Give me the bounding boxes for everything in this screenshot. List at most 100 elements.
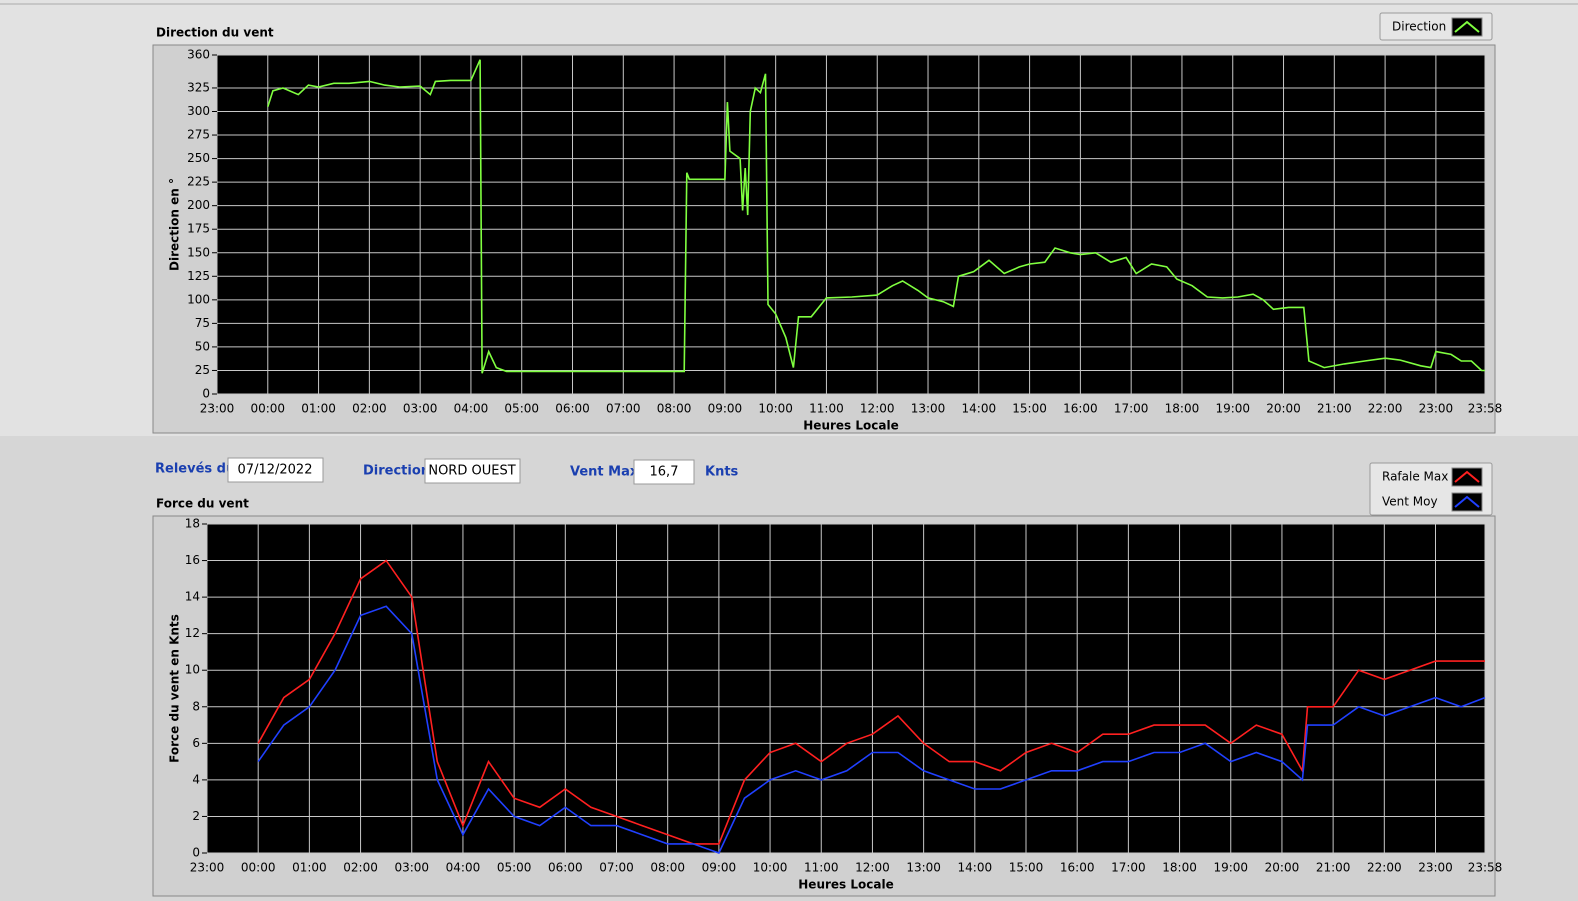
x-tick-label: 18:00 — [1162, 861, 1197, 875]
legend-label: Rafale Max — [1382, 470, 1448, 484]
x-tick-label: 09:00 — [702, 861, 737, 875]
x-tick-label: 12:00 — [855, 861, 890, 875]
x-tick-label: 10:00 — [753, 861, 788, 875]
x-tick-label: 23:58 — [1468, 861, 1503, 875]
x-tick-label: 00:00 — [250, 402, 285, 416]
x-tick-label: 20:00 — [1265, 861, 1300, 875]
plot-area — [217, 55, 1485, 394]
x-tick-label: 21:00 — [1317, 402, 1352, 416]
y-tick-label: 14 — [185, 590, 200, 604]
data-line — [267, 59, 1485, 374]
x-tick-label: 21:00 — [1316, 861, 1351, 875]
x-tick-label: 12:00 — [860, 402, 895, 416]
x-tick-label: 09:00 — [708, 402, 743, 416]
x-tick-label: 00:00 — [241, 861, 276, 875]
y-tick-label: 12 — [185, 626, 200, 640]
y-tick-label: 325 — [187, 80, 210, 94]
x-tick-label: 19:00 — [1213, 861, 1248, 875]
x-tick-label: 23:00 — [1418, 861, 1453, 875]
date-label: Relevés du — [155, 462, 235, 477]
y-tick-label: 18 — [185, 517, 200, 531]
y-tick-label: 0 — [202, 387, 210, 401]
x-tick-label: 06:00 — [555, 402, 590, 416]
y-tick-label: 125 — [187, 269, 210, 283]
x-tick-label: 14:00 — [962, 402, 997, 416]
x-tick-label: 02:00 — [352, 402, 387, 416]
plot-area — [207, 524, 1485, 853]
y-tick-label: 25 — [195, 363, 210, 377]
x-tick-label: 16:00 — [1060, 861, 1095, 875]
date-value: 07/12/2022 — [238, 463, 313, 478]
x-tick-label: 04:00 — [454, 402, 489, 416]
x-tick-label: 07:00 — [599, 861, 634, 875]
x-tick-label: 23:00 — [200, 402, 235, 416]
x-tick-label: 13:00 — [906, 861, 941, 875]
x-axis-label: Heures Locale — [803, 419, 898, 433]
x-tick-label: 10:00 — [758, 402, 793, 416]
direction-box[interactable] — [424, 458, 521, 484]
direction-label: Direction — [363, 464, 430, 479]
x-tick-label: 14:00 — [958, 861, 993, 875]
legend-swatch — [1451, 17, 1483, 37]
y-tick-label: 150 — [187, 245, 210, 259]
x-tick-label: 13:00 — [911, 402, 946, 416]
vent-max-box[interactable] — [633, 459, 695, 485]
y-tick-label: 100 — [187, 292, 210, 306]
x-tick-label: 15:00 — [1012, 402, 1047, 416]
legend-line — [1454, 20, 1480, 33]
x-tick-label: 18:00 — [1165, 402, 1200, 416]
y-tick-label: 300 — [187, 104, 210, 118]
x-tick-label: 08:00 — [657, 402, 692, 416]
x-tick-label: 17:00 — [1111, 861, 1146, 875]
y-tick-label: 10 — [185, 663, 200, 677]
x-tick-label: 07:00 — [606, 402, 641, 416]
x-tick-label: 23:58 — [1468, 402, 1503, 416]
y-tick-label: 225 — [187, 175, 210, 189]
vent-max-unit: Knts — [705, 465, 739, 480]
x-tick-label: 23:00 — [1419, 402, 1454, 416]
chart-title: Force du vent — [156, 497, 249, 511]
x-axis-label: Heures Locale — [798, 878, 893, 892]
y-tick-label: 75 — [195, 316, 210, 330]
x-tick-label: 06:00 — [548, 861, 583, 875]
data-line — [257, 559, 1485, 845]
data-line — [257, 605, 1486, 854]
y-tick-label: 360 — [187, 48, 210, 62]
x-tick-label: 05:00 — [497, 861, 532, 875]
x-tick-label: 16:00 — [1063, 402, 1098, 416]
y-tick-label: 200 — [187, 198, 210, 212]
y-axis-label: Direction en ° — [168, 178, 182, 271]
x-tick-label: 05:00 — [504, 402, 539, 416]
x-tick-label: 01:00 — [301, 402, 336, 416]
x-tick-label: 04:00 — [446, 861, 481, 875]
y-tick-label: 275 — [187, 128, 210, 142]
y-tick-label: 0 — [192, 846, 200, 860]
x-tick-label: 11:00 — [804, 861, 839, 875]
x-tick-label: 03:00 — [403, 402, 438, 416]
x-tick-label: 17:00 — [1114, 402, 1149, 416]
y-tick-label: 175 — [187, 222, 210, 236]
chart-title: Direction du vent — [156, 26, 274, 40]
vent-max-label: Vent Max — [570, 465, 639, 480]
y-tick-label: 6 — [192, 736, 200, 750]
y-tick-label: 16 — [185, 553, 200, 567]
x-tick-label: 20:00 — [1266, 402, 1301, 416]
x-tick-label: 03:00 — [394, 861, 429, 875]
y-tick-label: 50 — [195, 339, 210, 353]
legend-line — [1454, 470, 1480, 483]
direction-value: NORD OUEST — [428, 464, 515, 479]
x-tick-label: 15:00 — [1009, 861, 1044, 875]
x-tick-label: 01:00 — [292, 861, 327, 875]
y-tick-label: 8 — [192, 699, 200, 713]
x-tick-label: 02:00 — [343, 861, 378, 875]
y-tick-label: 4 — [192, 772, 200, 786]
date-box[interactable] — [227, 457, 324, 483]
x-tick-label: 22:00 — [1368, 402, 1403, 416]
legend-swatch — [1451, 467, 1483, 487]
legend-label: Direction — [1392, 20, 1446, 34]
y-tick-label: 250 — [187, 151, 210, 165]
legend-label: Vent Moy — [1382, 495, 1438, 509]
x-tick-label: 08:00 — [650, 861, 685, 875]
vent-max-value: 16,7 — [650, 465, 679, 480]
